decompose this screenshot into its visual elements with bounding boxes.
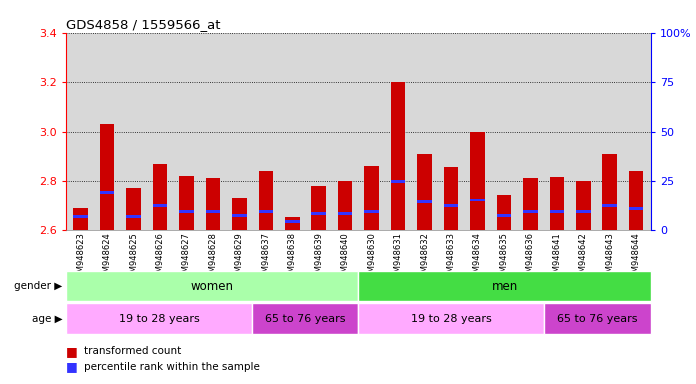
Text: ■: ■ — [66, 360, 78, 373]
Bar — [550, 210, 564, 213]
Bar — [152, 204, 167, 207]
Bar — [576, 210, 591, 213]
Bar — [259, 210, 273, 214]
Bar — [232, 198, 246, 230]
Bar — [444, 167, 458, 230]
Text: 65 to 76 years: 65 to 76 years — [557, 314, 638, 324]
Bar — [523, 210, 538, 214]
Bar — [100, 124, 114, 230]
Bar — [179, 210, 193, 213]
Bar — [576, 181, 591, 230]
Bar — [285, 220, 299, 223]
Text: GDS4858 / 1559566_at: GDS4858 / 1559566_at — [66, 18, 221, 31]
Bar — [470, 131, 484, 230]
Bar — [629, 171, 644, 230]
Bar — [205, 179, 220, 230]
Bar — [259, 171, 273, 230]
Bar — [603, 204, 617, 207]
Bar — [544, 303, 651, 334]
Bar — [418, 154, 432, 230]
Bar — [550, 177, 564, 230]
Text: gender ▶: gender ▶ — [15, 281, 63, 291]
Text: age ▶: age ▶ — [32, 314, 63, 324]
Bar — [179, 176, 193, 230]
Bar — [603, 154, 617, 230]
Bar — [126, 189, 141, 230]
Text: 19 to 28 years: 19 to 28 years — [411, 314, 492, 324]
Text: 19 to 28 years: 19 to 28 years — [119, 314, 200, 324]
Bar — [312, 186, 326, 230]
Bar — [73, 208, 88, 230]
Bar — [285, 217, 299, 230]
Bar — [365, 210, 379, 213]
Bar — [470, 199, 484, 202]
Bar — [523, 179, 538, 230]
Bar — [73, 215, 88, 218]
Bar — [358, 271, 651, 301]
Bar — [152, 164, 167, 230]
Text: transformed count: transformed count — [84, 346, 181, 356]
Bar — [205, 210, 220, 214]
Text: percentile rank within the sample: percentile rank within the sample — [84, 362, 260, 372]
Bar — [418, 200, 432, 203]
Text: women: women — [191, 280, 234, 293]
Bar — [497, 195, 512, 230]
Bar — [358, 303, 544, 334]
Bar — [66, 271, 358, 301]
Bar — [497, 214, 512, 217]
Bar — [232, 214, 246, 217]
Bar — [126, 215, 141, 218]
Text: ■: ■ — [66, 345, 78, 358]
Bar — [312, 212, 326, 215]
Bar — [391, 82, 405, 230]
Text: 65 to 76 years: 65 to 76 years — [265, 314, 345, 324]
Bar — [338, 181, 352, 230]
Bar — [444, 204, 458, 207]
Bar — [100, 191, 114, 194]
Bar — [252, 303, 358, 334]
Bar — [338, 212, 352, 215]
Bar — [365, 166, 379, 230]
Bar — [629, 207, 644, 210]
Bar — [66, 303, 252, 334]
Bar — [391, 180, 405, 183]
Text: men: men — [491, 280, 518, 293]
